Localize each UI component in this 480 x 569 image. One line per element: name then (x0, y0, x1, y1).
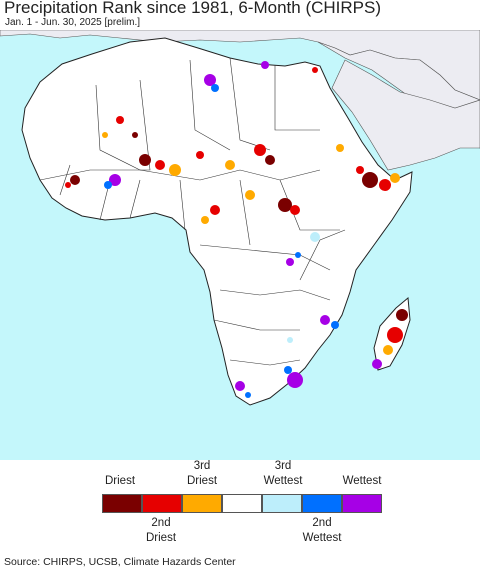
legend-label-3rd-driest: 3rd Driest (186, 460, 218, 487)
legend-swatch-2nd-wettest (302, 494, 342, 513)
legend-swatch-wettest (342, 494, 382, 513)
legend-label-3rd-wettest: 3rd Wettest (263, 460, 303, 487)
map-legend: Driest 3rd Driest 3rd Wettest Wettest 2n… (0, 458, 480, 553)
legend-label-2nd-wettest: 2nd Wettest (302, 517, 342, 544)
legend-label-2nd-driest: 2nd Driest (145, 517, 177, 544)
page-subtitle: Jan. 1 - Jun. 30, 2025 [prelim.] (5, 17, 141, 28)
legend-swatch-neutral (222, 494, 262, 513)
africa-rank-map (0, 30, 480, 460)
source-credit: Source: CHIRPS, UCSB, Climate Hazards Ce… (4, 556, 236, 568)
legend-swatch-3rd-driest (182, 494, 222, 513)
wet-anomaly-patches (104, 61, 382, 398)
legend-swatch-driest (102, 494, 142, 513)
legend-label-driest: Driest (104, 475, 136, 487)
legend-swatch-3rd-wettest (262, 494, 302, 513)
legend-swatch-2nd-driest (142, 494, 182, 513)
arabia-south (331, 59, 480, 171)
page-title: Precipitation Rank since 1981, 6-Month (… (4, 0, 381, 17)
dry-anomaly-patches (65, 67, 408, 355)
legend-label-wettest: Wettest (342, 475, 382, 487)
country-borders (39, 57, 346, 366)
